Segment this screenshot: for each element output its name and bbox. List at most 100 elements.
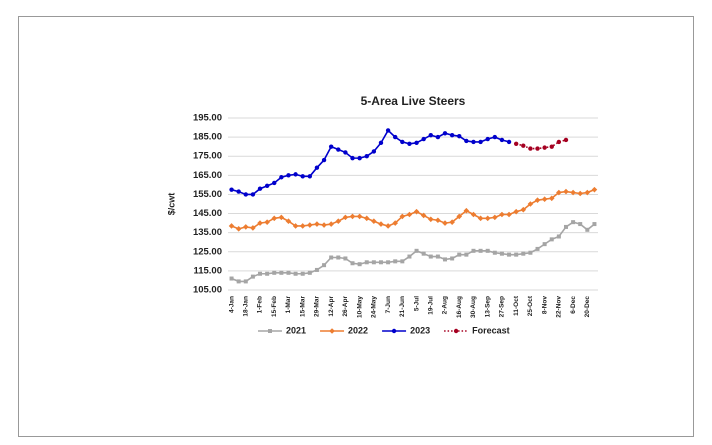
data-point [300,271,305,276]
data-point [286,173,291,178]
data-point [272,180,277,186]
data-point [322,263,327,268]
data-point [457,252,462,257]
data-point [563,188,569,195]
data-point [485,248,490,253]
data-point [577,190,584,197]
data-point [329,255,334,260]
y-tick-label: 185.00 [193,132,222,143]
y-tick-label: 165.00 [193,170,222,181]
y-tick-label: 105.00 [193,285,222,296]
data-point [285,218,292,224]
data-point [478,248,483,253]
data-point [321,157,327,163]
data-point [535,146,540,151]
data-point [328,144,334,149]
data-point [578,222,583,227]
data-point [548,195,555,202]
data-point [464,138,469,144]
data-point [378,140,384,146]
legend-label: 2021 [286,325,306,335]
data-point [264,183,270,189]
data-point [228,223,235,229]
data-point [420,212,427,219]
series-line [515,139,567,150]
data-point [435,217,441,224]
data-point [521,251,526,256]
data-point [371,260,376,265]
data-point [499,251,504,256]
data-point [492,134,498,140]
data-point [499,211,505,218]
data-point [513,208,519,215]
x-tick-label: 21-Jun [399,296,406,317]
chart-frame [18,16,694,437]
data-point [336,147,341,152]
data-point [584,189,591,196]
data-point [513,141,519,146]
x-tick-label: 16-Aug [456,296,463,318]
chart-title: 5-Area Live Steers [361,94,466,108]
data-point [470,211,477,218]
data-point [442,131,448,136]
x-tick-label: 6-Dec [570,296,577,314]
legend-label: 2023 [410,325,430,335]
data-point [393,259,398,264]
x-tick-label: 24-May [371,296,378,318]
data-point [428,254,433,259]
data-point [279,175,284,180]
data-point [393,134,398,140]
data-point [427,216,434,223]
data-point [349,213,356,220]
y-tick-label: 175.00 [193,151,222,162]
legend-marker [268,329,272,333]
data-point [542,242,547,247]
data-point [250,225,256,231]
data-point [541,196,548,203]
data-point [442,220,448,226]
data-point [549,144,554,149]
data-point [556,139,562,145]
data-point [521,143,526,148]
data-point [343,256,348,261]
series-line [231,221,595,283]
data-point [571,220,576,225]
data-point [556,189,562,196]
data-point [435,134,441,140]
legend-label: 2022 [348,325,368,335]
x-tick-label: 7-Jun [385,296,392,313]
data-point [528,146,533,151]
data-point [492,214,498,221]
data-point [257,220,263,226]
data-point [507,252,512,257]
data-point [471,139,476,145]
y-tick-label: 125.00 [193,246,222,257]
data-point [478,139,483,145]
data-point [464,252,469,257]
data-point [350,155,355,161]
data-point [400,259,405,264]
x-tick-label: 15-Feb [271,296,278,317]
data-point [356,213,363,220]
data-point [371,218,377,224]
x-tick-label: 1-Feb [257,296,264,313]
y-tick-label: 145.00 [193,208,222,219]
data-point [342,214,349,221]
data-point [385,223,391,229]
x-tick-label: 19-Jul [428,296,435,315]
data-point [300,174,305,179]
data-point [499,137,505,143]
data-point [229,187,234,192]
data-point [236,189,241,194]
data-point [271,215,278,222]
data-point [314,165,320,170]
data-point [364,260,369,265]
data-point [243,192,248,197]
data-point [293,172,298,177]
data-point [506,211,512,218]
data-point [399,213,406,220]
data-point [485,136,490,142]
data-point [428,133,433,138]
data-point [463,207,470,214]
x-tick-label: 12-Apr [328,296,335,317]
